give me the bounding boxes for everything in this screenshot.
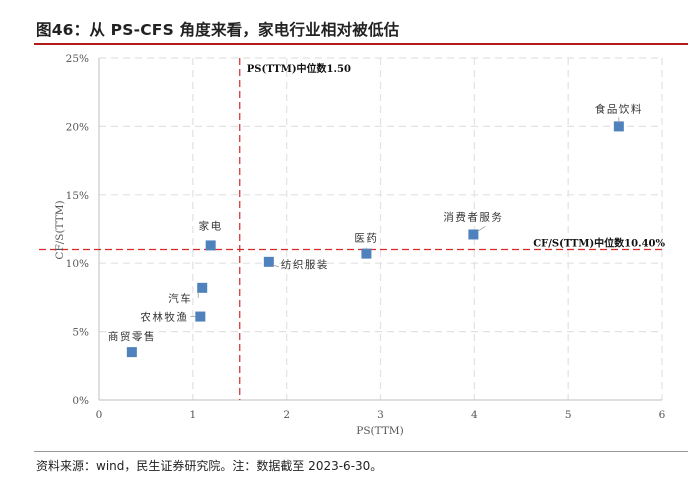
x-tick-label: 3 xyxy=(377,409,384,421)
data-label: 纺织服装 xyxy=(281,258,329,271)
y-tick-label: 0% xyxy=(72,395,89,407)
label-leader-line xyxy=(272,264,279,268)
x-tick-label: 0 xyxy=(96,409,103,421)
data-point xyxy=(613,121,624,132)
y-tick-label: 15% xyxy=(66,190,89,202)
x-tick-label: 4 xyxy=(471,409,478,421)
scatter-chart: 0 1 2 3 4 5 6 0% 5% 10% 15% 20% 25% PS(TTM)中位数1.50 CF… xyxy=(39,53,666,437)
y-axis-title: CF/S(TTM) xyxy=(54,200,66,259)
data-label: 医药 xyxy=(354,233,378,245)
x-tick-label: 1 xyxy=(189,409,196,421)
data-label: 农林牧渔 xyxy=(140,311,188,324)
y-tick-label: 20% xyxy=(66,121,89,133)
horizontal-median-label: CF/S(TTM)中位数10.40% xyxy=(533,237,665,250)
data-point xyxy=(468,229,479,240)
data-point xyxy=(361,248,372,259)
y-tick-label: 10% xyxy=(66,258,89,270)
y-tick-label: 25% xyxy=(66,53,89,65)
title-divider xyxy=(34,43,688,45)
label-leader-line xyxy=(477,226,486,232)
data-point xyxy=(126,347,137,358)
data-label: 汽车 xyxy=(168,292,192,305)
x-tick-label: 6 xyxy=(659,409,666,421)
data-point xyxy=(195,311,206,322)
y-tick-label: 5% xyxy=(72,327,89,339)
axes: 0 1 2 3 4 5 6 0% 5% 10% 15% 20% 25% xyxy=(66,53,666,421)
data-label: 消费者服务 xyxy=(443,210,503,223)
x-axis-title: PS(TTM) xyxy=(356,425,403,437)
reference-lines: PS(TTM)中位数1.50 CF/S(TTM)中位数10.40% xyxy=(39,58,665,400)
x-tick-label: 2 xyxy=(283,409,290,421)
source-note: 资料来源：wind，民生证券研究院。注：数据截至 2023-6-30。 xyxy=(36,459,383,473)
data-label: 家电 xyxy=(199,219,223,232)
data-label: 商贸零售 xyxy=(108,330,156,343)
data-label: 食品饮料 xyxy=(595,102,643,115)
vertical-median-label: PS(TTM)中位数1.50 xyxy=(247,62,351,75)
data-points xyxy=(126,121,624,358)
x-tick-label: 5 xyxy=(565,409,572,421)
data-point xyxy=(263,256,274,267)
page-title: 图46：从 PS-CFS 角度来看，家电行业相对被低估 xyxy=(36,21,400,39)
data-point xyxy=(197,282,208,293)
data-point xyxy=(205,240,216,251)
grid-lines xyxy=(99,57,663,400)
footer-divider xyxy=(34,451,688,452)
